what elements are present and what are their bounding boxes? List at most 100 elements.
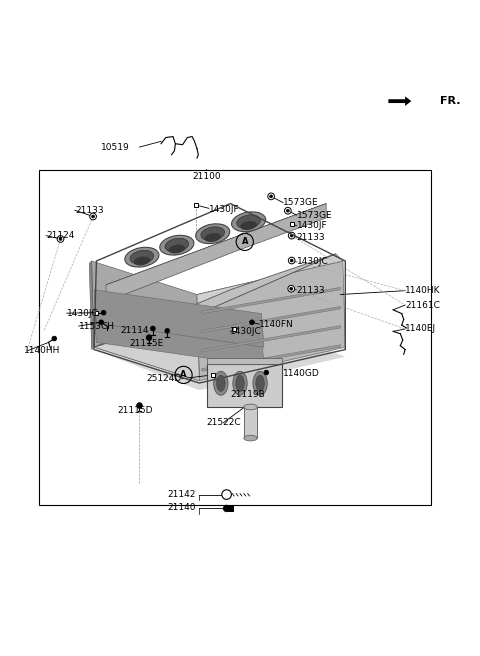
Circle shape: [250, 320, 254, 325]
Text: 21133: 21133: [297, 233, 325, 241]
Polygon shape: [89, 261, 94, 350]
Polygon shape: [197, 261, 345, 380]
Polygon shape: [94, 290, 264, 347]
Polygon shape: [106, 203, 326, 285]
Circle shape: [217, 377, 222, 382]
Circle shape: [151, 326, 156, 331]
Circle shape: [285, 207, 291, 214]
Text: 21133: 21133: [75, 206, 104, 215]
Ellipse shape: [125, 247, 159, 267]
Ellipse shape: [160, 236, 194, 255]
Circle shape: [52, 336, 57, 341]
Circle shape: [288, 257, 295, 264]
Circle shape: [290, 234, 293, 237]
Text: 21100: 21100: [192, 172, 221, 181]
Text: 21140: 21140: [168, 503, 196, 512]
Text: 1430JC: 1430JC: [297, 257, 328, 266]
Text: 21142: 21142: [168, 490, 196, 499]
Bar: [228, 505, 234, 512]
Ellipse shape: [165, 238, 189, 252]
Text: 21133: 21133: [297, 286, 325, 295]
Bar: [232, 327, 236, 331]
Text: 1573GE: 1573GE: [297, 211, 332, 220]
Polygon shape: [94, 254, 336, 347]
Circle shape: [101, 310, 106, 315]
Text: 1573GE: 1573GE: [283, 198, 319, 207]
Circle shape: [59, 237, 62, 240]
Bar: [207, 358, 282, 364]
Text: 1140HH: 1140HH: [24, 346, 60, 356]
Circle shape: [290, 259, 293, 262]
Ellipse shape: [244, 435, 257, 441]
Ellipse shape: [196, 224, 230, 243]
Circle shape: [268, 193, 275, 199]
Polygon shape: [106, 203, 326, 302]
Ellipse shape: [216, 375, 225, 392]
Bar: [194, 203, 198, 207]
Polygon shape: [94, 309, 264, 366]
Text: 10519: 10519: [101, 142, 130, 152]
Ellipse shape: [231, 212, 265, 232]
Ellipse shape: [201, 227, 225, 241]
Circle shape: [99, 320, 104, 325]
Circle shape: [165, 329, 169, 333]
Text: 21124: 21124: [46, 231, 74, 240]
Polygon shape: [94, 316, 345, 390]
Ellipse shape: [204, 233, 221, 242]
Circle shape: [90, 213, 96, 220]
Ellipse shape: [253, 371, 267, 396]
Ellipse shape: [233, 371, 247, 396]
Circle shape: [146, 335, 152, 340]
Polygon shape: [202, 287, 340, 314]
Circle shape: [288, 232, 295, 239]
Polygon shape: [388, 96, 411, 106]
Bar: [290, 222, 294, 226]
Circle shape: [270, 195, 273, 198]
Text: 21115D: 21115D: [117, 406, 153, 415]
Text: 1153CH: 1153CH: [79, 321, 115, 331]
Text: 25124D: 25124D: [146, 374, 181, 383]
Bar: [95, 311, 98, 315]
Polygon shape: [202, 306, 340, 333]
Text: FR.: FR.: [440, 96, 460, 106]
Circle shape: [223, 505, 230, 512]
Circle shape: [92, 215, 95, 218]
Circle shape: [57, 236, 64, 242]
Text: 21114: 21114: [120, 327, 149, 335]
Circle shape: [290, 287, 293, 290]
Text: 21115E: 21115E: [130, 338, 164, 348]
Ellipse shape: [240, 221, 257, 230]
Text: 1140GD: 1140GD: [283, 369, 320, 379]
Polygon shape: [202, 325, 340, 352]
Text: 1140FN: 1140FN: [259, 319, 294, 329]
Text: 1140EJ: 1140EJ: [405, 325, 436, 333]
Text: 1430JC: 1430JC: [230, 327, 262, 337]
Ellipse shape: [168, 245, 185, 253]
Text: A: A: [180, 371, 187, 379]
Polygon shape: [92, 261, 199, 380]
Text: 21119B: 21119B: [230, 390, 265, 399]
Ellipse shape: [133, 256, 150, 266]
Text: 21522C: 21522C: [206, 419, 240, 427]
Text: 1430JF: 1430JF: [209, 205, 240, 214]
Text: 1430JC: 1430JC: [67, 309, 98, 318]
Circle shape: [137, 403, 143, 409]
Ellipse shape: [130, 250, 154, 264]
Text: 21161C: 21161C: [405, 300, 440, 310]
Bar: [207, 364, 282, 407]
Circle shape: [287, 209, 289, 212]
Bar: [244, 407, 257, 438]
Circle shape: [288, 285, 295, 292]
Circle shape: [264, 370, 269, 375]
Ellipse shape: [236, 375, 244, 392]
Polygon shape: [202, 345, 340, 371]
Text: 1140HK: 1140HK: [405, 286, 441, 295]
Ellipse shape: [237, 215, 261, 229]
Bar: [39, 170, 432, 505]
Text: 1430JF: 1430JF: [297, 221, 327, 230]
Polygon shape: [94, 254, 343, 380]
Text: A: A: [241, 237, 248, 247]
Ellipse shape: [244, 404, 257, 410]
Bar: [211, 373, 215, 377]
Ellipse shape: [256, 375, 264, 392]
